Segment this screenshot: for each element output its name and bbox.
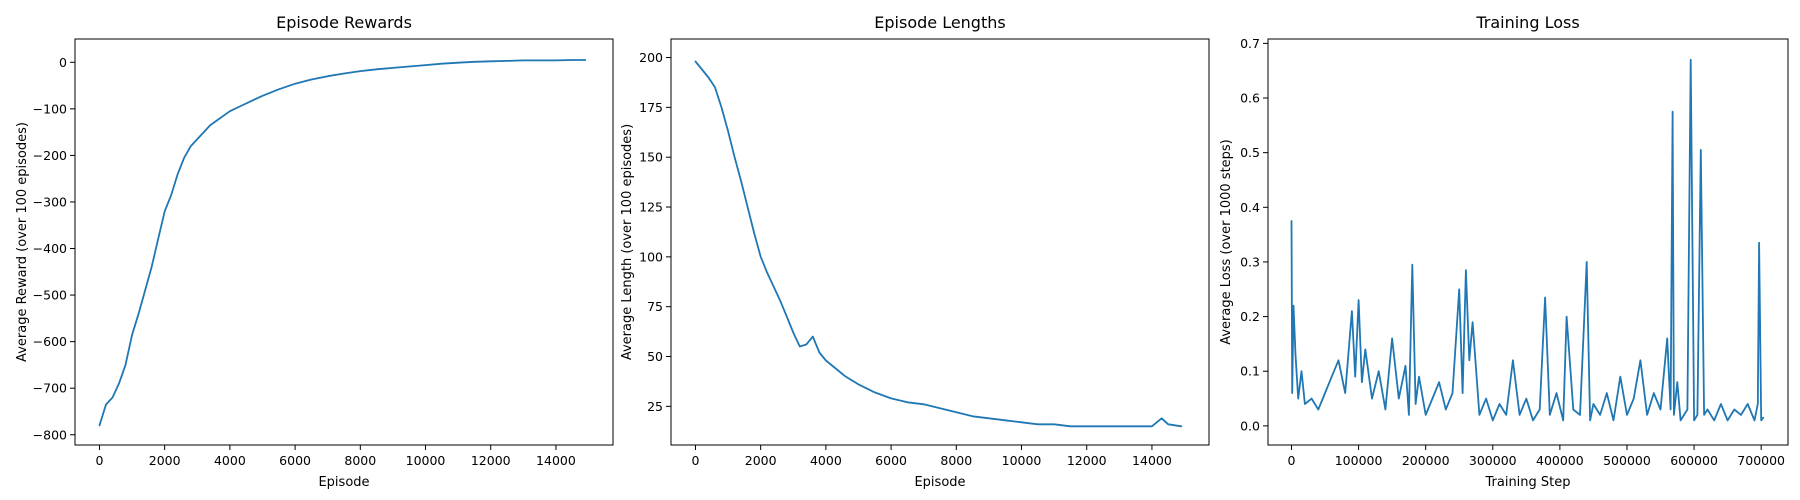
y-axis-label: Average Length (over 100 episodes) xyxy=(620,124,635,360)
y-tick-label: 0.3 xyxy=(1240,254,1260,269)
axis-ticks: 0 100000 200000 300000 400000 500000 600000 700… xyxy=(1240,36,1785,468)
x-tick-label: 200000 xyxy=(1402,453,1450,468)
axis-ticks: 0 2000 4000 6000 8000 10000 12000 14000 −800 −700… xyxy=(33,55,576,468)
y-tick-label: −300 xyxy=(33,194,67,209)
x-axis-label: Episode xyxy=(318,475,369,490)
y-tick-label: −400 xyxy=(33,241,67,256)
x-tick-label: 2000 xyxy=(745,453,777,468)
y-axis-label: Average Reward (over 100 episodes) xyxy=(15,122,30,362)
x-tick-label: 6000 xyxy=(875,453,907,468)
x-axis-label: Training Step xyxy=(1484,475,1570,490)
y-tick-label: −700 xyxy=(33,381,67,396)
x-tick-label: 10000 xyxy=(1002,453,1042,468)
y-tick-label: 125 xyxy=(639,200,663,215)
plot-frame xyxy=(74,38,614,446)
y-tick-label: −600 xyxy=(33,334,67,349)
y-tick-label: 0.4 xyxy=(1240,200,1260,215)
x-tick-label: 400000 xyxy=(1536,453,1584,468)
x-tick-label: 2000 xyxy=(149,453,181,468)
x-tick-label: 0 xyxy=(95,453,103,468)
chart-title: Episode Rewards xyxy=(276,13,412,32)
training-loss-chart: Training Loss Training Step Average Loss… xyxy=(1219,13,1789,490)
x-tick-label: 0 xyxy=(691,453,699,468)
series-line xyxy=(694,60,1183,428)
x-tick-label: 10000 xyxy=(406,453,446,468)
y-tick-label: 100 xyxy=(639,249,663,264)
plot-frame xyxy=(1267,38,1789,446)
y-tick-label: 25 xyxy=(647,399,663,414)
y-tick-label: 0.0 xyxy=(1240,418,1260,433)
x-axis-label: Episode xyxy=(914,475,965,490)
x-tick-label: 700000 xyxy=(1737,453,1785,468)
y-tick-label: −500 xyxy=(33,288,67,303)
axis-ticks: 0 2000 4000 6000 8000 10000 12000 14000 25 50 75 10… xyxy=(639,50,1172,468)
x-tick-label: 8000 xyxy=(344,453,376,468)
y-tick-label: 0.7 xyxy=(1240,36,1260,51)
y-tick-label: 0 xyxy=(59,55,67,70)
x-tick-label: 12000 xyxy=(1067,453,1107,468)
x-tick-label: 600000 xyxy=(1670,453,1718,468)
x-tick-label: 4000 xyxy=(810,453,842,468)
y-tick-label: −100 xyxy=(33,101,67,116)
y-tick-label: 175 xyxy=(639,100,663,115)
x-tick-label: 300000 xyxy=(1469,453,1517,468)
x-tick-label: 100000 xyxy=(1335,453,1383,468)
episode-lengths-chart: Episode Lengths Episode Average Length (… xyxy=(620,13,1210,490)
series-line xyxy=(98,59,587,427)
y-tick-label: −200 xyxy=(33,148,67,163)
y-tick-label: 75 xyxy=(647,299,663,314)
y-tick-label: 50 xyxy=(647,349,663,364)
chart-title: Episode Lengths xyxy=(874,13,1005,32)
x-tick-label: 4000 xyxy=(214,453,246,468)
x-tick-label: 6000 xyxy=(279,453,311,468)
x-tick-label: 14000 xyxy=(1132,453,1172,468)
y-tick-label: 0.1 xyxy=(1240,364,1260,379)
x-tick-label: 500000 xyxy=(1603,453,1651,468)
plot-frame xyxy=(670,38,1210,446)
episode-rewards-chart: Episode Rewards Episode Average Reward (… xyxy=(15,13,614,490)
series-line xyxy=(1290,58,1765,422)
chart-title: Training Loss xyxy=(1475,13,1579,32)
y-axis-label: Average Loss (over 1000 steps) xyxy=(1219,139,1234,345)
x-tick-label: 8000 xyxy=(940,453,972,468)
y-tick-label: 0.6 xyxy=(1240,91,1260,106)
y-tick-label: 0.5 xyxy=(1240,145,1260,160)
y-tick-label: 0.2 xyxy=(1240,309,1260,324)
x-tick-label: 14000 xyxy=(536,453,576,468)
x-tick-label: 12000 xyxy=(471,453,511,468)
y-tick-label: 200 xyxy=(639,50,663,65)
y-tick-label: 150 xyxy=(639,150,663,165)
x-tick-label: 0 xyxy=(1288,453,1296,468)
y-tick-label: −800 xyxy=(33,427,67,442)
